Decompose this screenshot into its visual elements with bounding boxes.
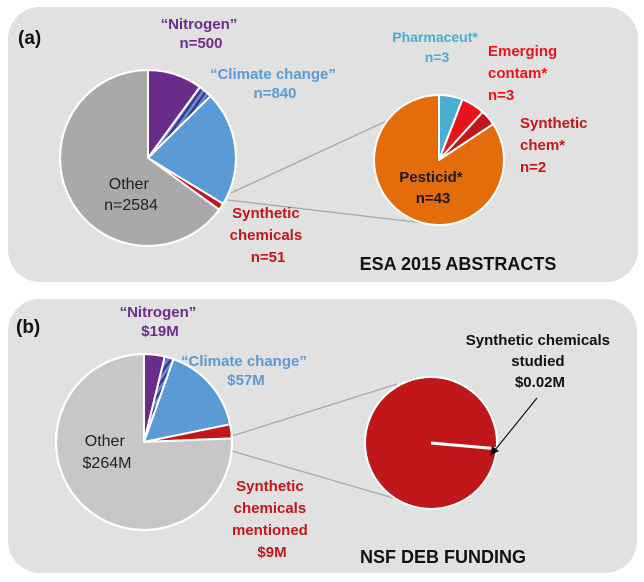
- svg-text:“Nitrogen” n=500: “Nitrogen” n=500: [161, 16, 242, 52]
- label-studied-line1: Synthetic chemicals: [466, 332, 610, 349]
- value-climate-a: n=840: [254, 85, 297, 102]
- connector-line-top-b: [231, 383, 398, 437]
- value-emerging: n=3: [488, 87, 514, 104]
- label-synthetic-a-line1: Synthetic: [232, 205, 300, 222]
- main-pie-b: [55, 353, 233, 531]
- svg-text:Pharmaceut* n=3: Pharmaceut* n=3: [392, 29, 481, 65]
- label-other-b: Other: [85, 433, 126, 450]
- label-synthetic-b-line2: chemicals: [234, 500, 307, 517]
- panel-b-label: (b): [16, 317, 40, 338]
- panel-b-title: NSF DEB FUNDING: [360, 547, 526, 567]
- label-pharma: Pharmaceut*: [392, 29, 478, 45]
- svg-text:Synthetic chemicals: Synthetic chemicals mentioned $9M: [232, 478, 312, 561]
- annotation-arrow-line: [494, 397, 538, 451]
- detail-pie-a: [373, 94, 505, 226]
- label-studied-line2: studied: [511, 353, 564, 370]
- connector-line-bottom: [227, 199, 433, 225]
- panel-b: (b) “Nitrogen” $19M “Climate change” $57…: [8, 299, 637, 573]
- detail-pie-b: [364, 376, 498, 510]
- slice-studied: [430, 441, 497, 451]
- connector-line-top: [230, 117, 394, 194]
- label-synthetic-a-line2: chemicals: [230, 227, 303, 244]
- label-pesticid: Pesticid*: [399, 169, 463, 186]
- label-emerging-line2: contam*: [488, 65, 547, 82]
- slice-pesticid: [373, 94, 505, 226]
- label-synthetic-b-line1: Synthetic: [236, 478, 304, 495]
- value-synth-chem: n=2: [520, 159, 546, 176]
- label-nitrogen-a: “Nitrogen”: [161, 16, 238, 33]
- main-pie-a: [59, 69, 237, 247]
- value-nitrogen-b: $19M: [141, 323, 179, 340]
- value-studied: $0.02M: [515, 374, 565, 391]
- svg-text:“Nitrogen” $19M: “Nitrogen” $19M: [120, 304, 201, 340]
- label-synth-chem-line1: Synthetic: [520, 115, 588, 132]
- svg-text:Other n=2584: Other n=2584: [104, 176, 158, 214]
- svg-text:“Climate change” $57M: “Climate change” $57M: [181, 353, 311, 389]
- label-synth-chem-line2: chem*: [520, 137, 565, 154]
- label-climate-a: “Climate change”: [210, 66, 336, 83]
- svg-text:Synthetic chem* n=: Synthetic chem* n=2: [520, 115, 592, 176]
- value-climate-b: $57M: [227, 372, 265, 389]
- value-synthetic-b: $9M: [257, 544, 286, 561]
- pie-outline: [55, 353, 233, 531]
- pie-outline: [59, 69, 237, 247]
- value-pharma: n=3: [425, 49, 450, 65]
- value-other-b: $264M: [83, 455, 132, 472]
- panel-a-title: ESA 2015 ABSTRACTS: [360, 254, 557, 274]
- annotation-arrowhead: [490, 446, 499, 456]
- panel-a-label: (a): [18, 28, 41, 49]
- svg-text:Emerging contam* n: Emerging contam* n=3: [488, 43, 561, 104]
- svg-text:Synthetic chemicals: Synthetic chemicals n=51: [230, 205, 307, 266]
- label-emerging-line1: Emerging: [488, 43, 557, 60]
- value-other-a: n=2584: [104, 197, 158, 214]
- label-nitrogen-b: “Nitrogen”: [120, 304, 197, 321]
- svg-text:Synthetic chemicals stud: Synthetic chemicals studied $0.02M: [466, 332, 614, 391]
- label-climate-b: “Climate change”: [181, 353, 307, 370]
- svg-text:“Climate change” n=840: “Climate change” n=840: [210, 66, 340, 102]
- value-nitrogen-a: n=500: [180, 35, 223, 52]
- label-other-a: Other: [109, 176, 150, 193]
- connector-line-bottom-b: [231, 450, 401, 501]
- value-synthetic-a: n=51: [251, 249, 286, 266]
- svg-text:Other $264M: Other $264M: [83, 433, 132, 472]
- panel-a: (a) “Nitrogen” n=500 “Climate change” n=…: [8, 7, 638, 282]
- label-synthetic-b-line3: mentioned: [232, 522, 308, 539]
- svg-text:Pesticid* n=43: Pesticid* n=43: [399, 169, 467, 207]
- value-pesticid: n=43: [416, 190, 451, 207]
